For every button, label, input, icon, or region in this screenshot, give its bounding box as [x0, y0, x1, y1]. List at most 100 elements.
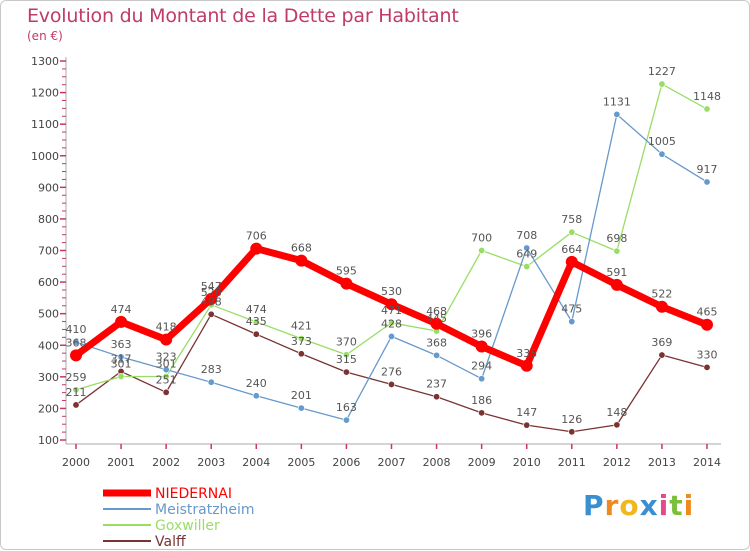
data-label: 1005	[648, 135, 676, 148]
data-label: 428	[381, 317, 402, 330]
data-label: 368	[426, 336, 447, 349]
data-label: 323	[156, 351, 177, 364]
data-point	[252, 330, 260, 338]
data-label: 474	[246, 303, 267, 316]
y-tick-label: 500	[38, 308, 59, 321]
data-label: 335	[516, 347, 537, 360]
chart-subtitle: (en €)	[27, 29, 63, 43]
data-label: 126	[561, 413, 582, 426]
data-label: 471	[381, 304, 402, 317]
data-point	[297, 335, 305, 343]
data-point	[207, 378, 215, 386]
data-point	[342, 368, 350, 376]
data-point	[478, 247, 486, 255]
data-point	[523, 244, 531, 252]
x-tick-label: 2008	[423, 456, 451, 469]
data-point	[385, 298, 398, 311]
y-tick-label: 900	[38, 181, 59, 194]
data-point	[72, 401, 80, 409]
data-label: 301	[111, 358, 132, 371]
data-point	[297, 350, 305, 358]
data-label: 259	[66, 371, 87, 384]
x-tick-label: 2014	[693, 456, 721, 469]
y-tick-label: 300	[38, 371, 59, 384]
y-tick-label: 400	[38, 339, 59, 352]
data-point	[162, 373, 170, 381]
x-tick-label: 2006	[332, 456, 360, 469]
logo-letter: P	[583, 489, 605, 522]
data-label: 706	[246, 230, 267, 243]
data-label: 418	[156, 321, 177, 334]
data-point	[475, 340, 488, 353]
data-label: 595	[336, 265, 357, 278]
chart-title: Evolution du Montant de la Dette par Hab…	[27, 5, 459, 27]
data-label: 465	[697, 306, 718, 319]
data-label: 421	[291, 320, 312, 333]
y-tick-label: 200	[38, 402, 59, 415]
data-point	[250, 242, 263, 255]
data-point	[658, 80, 666, 88]
data-point	[207, 310, 215, 318]
data-label: 708	[516, 229, 537, 242]
x-tick-label: 2009	[468, 456, 496, 469]
data-point	[387, 380, 395, 388]
data-point	[703, 178, 711, 186]
x-tick-label: 2011	[558, 456, 586, 469]
data-point	[610, 278, 623, 291]
data-label: 240	[246, 377, 267, 390]
data-label: 315	[336, 353, 357, 366]
data-label: 591	[606, 266, 627, 279]
y-tick-label: 1000	[31, 150, 59, 163]
logo-letter: i	[658, 489, 670, 522]
data-point	[478, 409, 486, 417]
x-tick-label: 2010	[513, 456, 541, 469]
x-tick-label: 2003	[197, 456, 225, 469]
data-label: 668	[291, 242, 312, 255]
data-label: 445	[426, 312, 447, 325]
data-label: 435	[246, 315, 267, 328]
data-label: 700	[471, 232, 492, 245]
data-point	[70, 349, 82, 362]
data-point	[295, 254, 308, 267]
data-point	[658, 351, 666, 359]
x-tick-label: 2007	[378, 456, 406, 469]
data-point	[655, 300, 668, 313]
data-point	[433, 351, 441, 359]
data-point	[430, 317, 443, 330]
data-point	[72, 386, 80, 394]
data-label: 1148	[693, 90, 721, 103]
data-label: 649	[516, 248, 537, 261]
data-label: 301	[156, 358, 177, 371]
data-label: 330	[697, 348, 718, 361]
y-tick-label: 1100	[31, 118, 59, 131]
y-tick-label: 700	[38, 245, 59, 258]
data-point	[478, 375, 486, 383]
data-point	[523, 263, 531, 271]
data-label: 522	[651, 288, 672, 301]
data-label: 396	[471, 328, 492, 341]
data-point	[568, 228, 576, 236]
data-label: 758	[561, 213, 582, 226]
data-label: 363	[111, 338, 132, 351]
data-point	[520, 359, 533, 372]
data-label: 163	[336, 401, 357, 414]
data-label: 530	[381, 285, 402, 298]
data-point	[701, 318, 713, 331]
data-label: 294	[471, 360, 492, 373]
data-label: 917	[697, 163, 718, 176]
data-label: 211	[66, 386, 87, 399]
logo-letter: t	[669, 489, 684, 522]
data-point	[342, 416, 350, 424]
data-label: 410	[66, 323, 87, 336]
data-point	[433, 393, 441, 401]
logo-letter: x	[639, 489, 659, 522]
data-label: 186	[471, 394, 492, 407]
data-label: 369	[651, 336, 672, 349]
data-point	[387, 332, 395, 340]
data-point	[162, 388, 170, 396]
data-point	[613, 421, 621, 429]
y-tick-label: 600	[38, 276, 59, 289]
data-point	[342, 351, 350, 359]
